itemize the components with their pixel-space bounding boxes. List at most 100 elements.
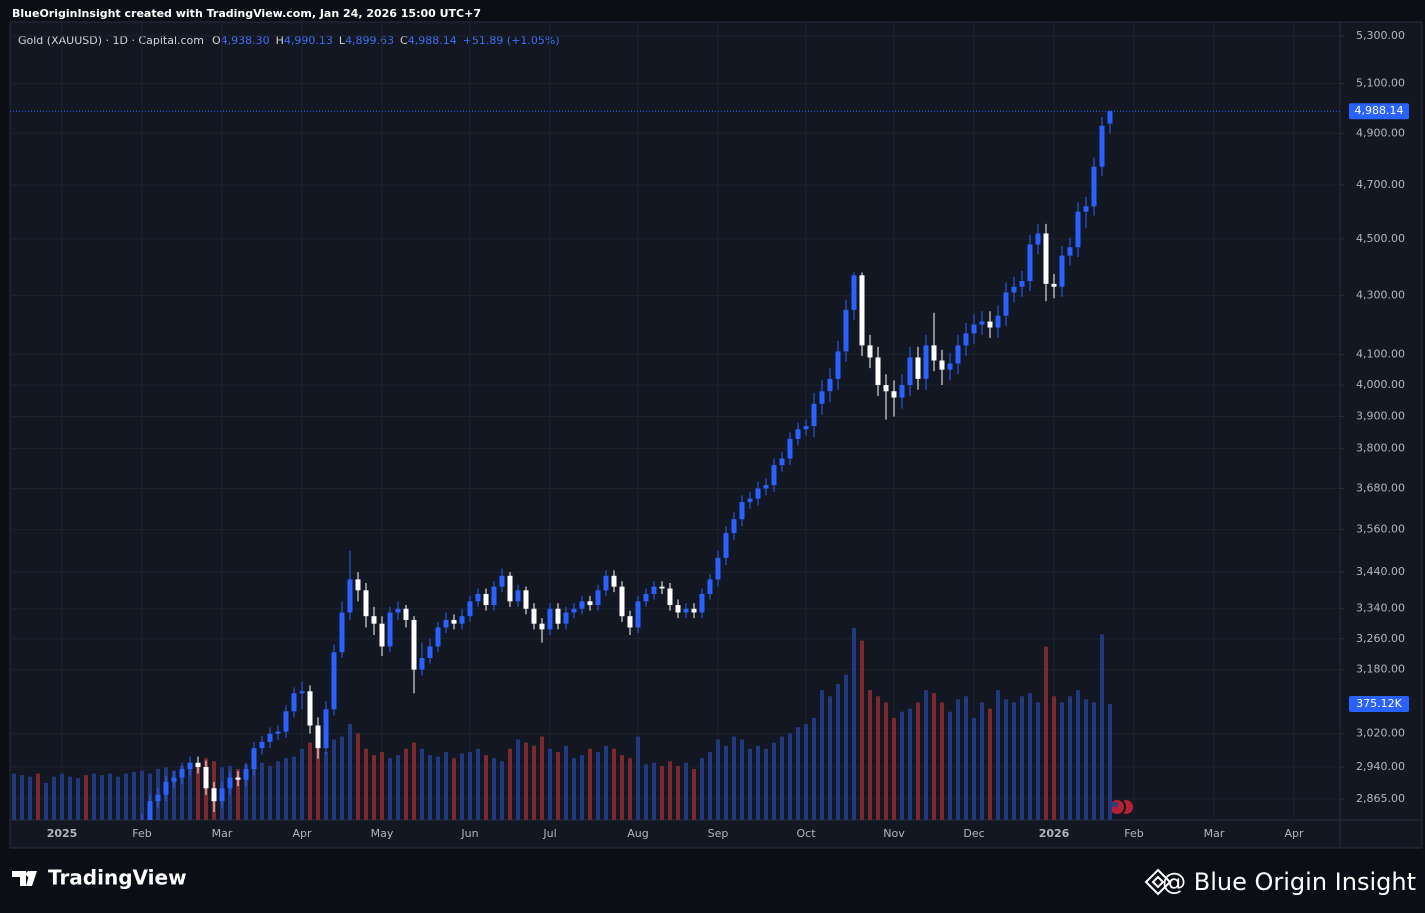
candle-body (907, 357, 913, 386)
y-tick-label: 4,500.00 (1356, 232, 1405, 245)
volume-bar (700, 758, 704, 820)
candle-body (579, 601, 585, 609)
volume-bar (932, 693, 936, 820)
y-tick-label: 4,700.00 (1356, 178, 1405, 191)
volume-bar (668, 761, 672, 820)
candle-body (219, 788, 225, 802)
legend-value: 4,938.30 (221, 34, 270, 47)
symbol: Gold (XAUUSD) · 1D · Capital.com (18, 34, 204, 47)
candle-body (939, 360, 945, 370)
volume-bar (316, 745, 320, 820)
candle-body (539, 623, 545, 630)
candle-body (307, 691, 313, 726)
volume-bar (140, 770, 144, 820)
volume-bar (988, 708, 992, 820)
candle-body (747, 498, 753, 503)
candle-body (955, 345, 961, 364)
candle-body (963, 333, 969, 346)
volume-bar (924, 690, 928, 820)
volume-bar (36, 773, 40, 820)
volume-bar (836, 683, 840, 820)
volume-bar (788, 733, 792, 820)
y-tick-label: 2,940.00 (1356, 760, 1405, 773)
volume-bar (180, 765, 184, 820)
volume-bar (884, 702, 888, 820)
candle-body (395, 608, 401, 613)
candle-body (507, 575, 513, 602)
volume-bar (28, 776, 32, 820)
candle-body (283, 711, 289, 732)
candle-body (315, 725, 321, 749)
candle-body (547, 608, 553, 630)
volume-bar (236, 768, 240, 820)
volume-bar (500, 761, 504, 820)
volume-bar (684, 762, 688, 820)
candle-body (195, 762, 201, 767)
price-label: 4,988.14 (1355, 104, 1404, 117)
candle-body (491, 586, 497, 606)
candle-body (499, 575, 505, 587)
candle-body (443, 619, 449, 628)
candle-body (147, 801, 153, 820)
candle-body (1027, 244, 1033, 282)
candle-body (187, 762, 193, 770)
volume-bar (724, 745, 728, 820)
volume-bar (612, 748, 616, 820)
volume-bar (628, 758, 632, 820)
volume-bar (380, 751, 384, 820)
candle-body (635, 601, 641, 628)
volume-bar (340, 736, 344, 820)
legend-key: O (212, 34, 221, 47)
candle-body (555, 608, 561, 624)
candle-body (427, 646, 433, 658)
x-tick-label: Sep (708, 827, 729, 840)
candle-body (1035, 233, 1041, 245)
volume-bar (108, 773, 112, 820)
candle-body (523, 590, 529, 609)
volume-bar (860, 640, 864, 820)
volume-bar (436, 756, 440, 820)
volume-bar (716, 739, 720, 820)
legend-value: 4,990.13 (284, 34, 333, 47)
candle-body (995, 315, 1001, 328)
volume-bar (396, 755, 400, 820)
volume-bar (780, 736, 784, 820)
volume-bar (252, 761, 256, 820)
candle-body (875, 357, 881, 386)
candle-body (931, 345, 937, 361)
chart-panel (9, 21, 1423, 849)
candle-body (291, 693, 297, 712)
volume-bar (1020, 696, 1024, 820)
candle-body (979, 321, 985, 325)
x-tick-label: Aug (627, 827, 648, 840)
volume-bar (172, 770, 176, 820)
y-tick-label: 3,180.00 (1356, 663, 1405, 676)
volume-bar (268, 765, 272, 820)
watermark: @ Blue Origin Insight (1162, 868, 1416, 896)
candle-body (771, 465, 777, 486)
volume-bar (524, 742, 528, 820)
candle-body (571, 608, 577, 613)
x-tick-label: Jul (542, 827, 556, 840)
volume-bar (1092, 702, 1096, 820)
legend-key: C (400, 34, 408, 47)
volume-bar (188, 768, 192, 820)
header: BlueOriginInsight created with TradingVi… (12, 7, 481, 20)
candle-body (331, 652, 337, 710)
y-tick-label: 4,900.00 (1356, 126, 1405, 139)
volume-bar (452, 758, 456, 820)
y-tick-label: 3,680.00 (1356, 481, 1405, 494)
candle-body (667, 588, 673, 606)
x-tick-label: Nov (883, 827, 905, 840)
legend-change: +51.89 (+1.05%) (463, 34, 560, 47)
volume-bar (356, 733, 360, 820)
candle-body (1019, 281, 1025, 287)
volume-bar (52, 776, 56, 820)
x-tick-label: Mar (212, 827, 233, 840)
volume-bar (532, 745, 536, 820)
candle-body (467, 601, 473, 617)
volume-bar (772, 742, 776, 820)
volume-bar (548, 748, 552, 820)
